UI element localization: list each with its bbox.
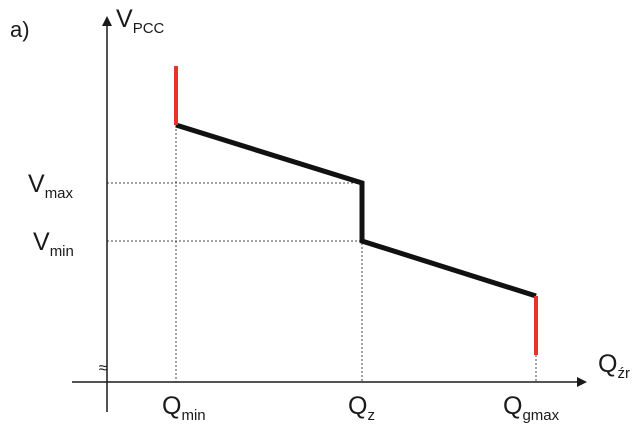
x-axis-title: Qźr	[598, 350, 630, 382]
vmin-label: Vmin	[33, 228, 74, 260]
qgmax-label: Qgmax	[503, 392, 560, 424]
axis-break-mark: ≈	[99, 360, 108, 377]
characteristic-curve	[175, 122, 537, 299]
panel-label: a)	[10, 17, 30, 42]
qz-label: Qz	[348, 392, 375, 424]
y-axis-title: VPCC	[116, 5, 165, 37]
vmax-label: Vmax	[28, 170, 74, 202]
guide-lines	[107, 125, 537, 382]
qmin-label: Qmin	[162, 392, 206, 424]
